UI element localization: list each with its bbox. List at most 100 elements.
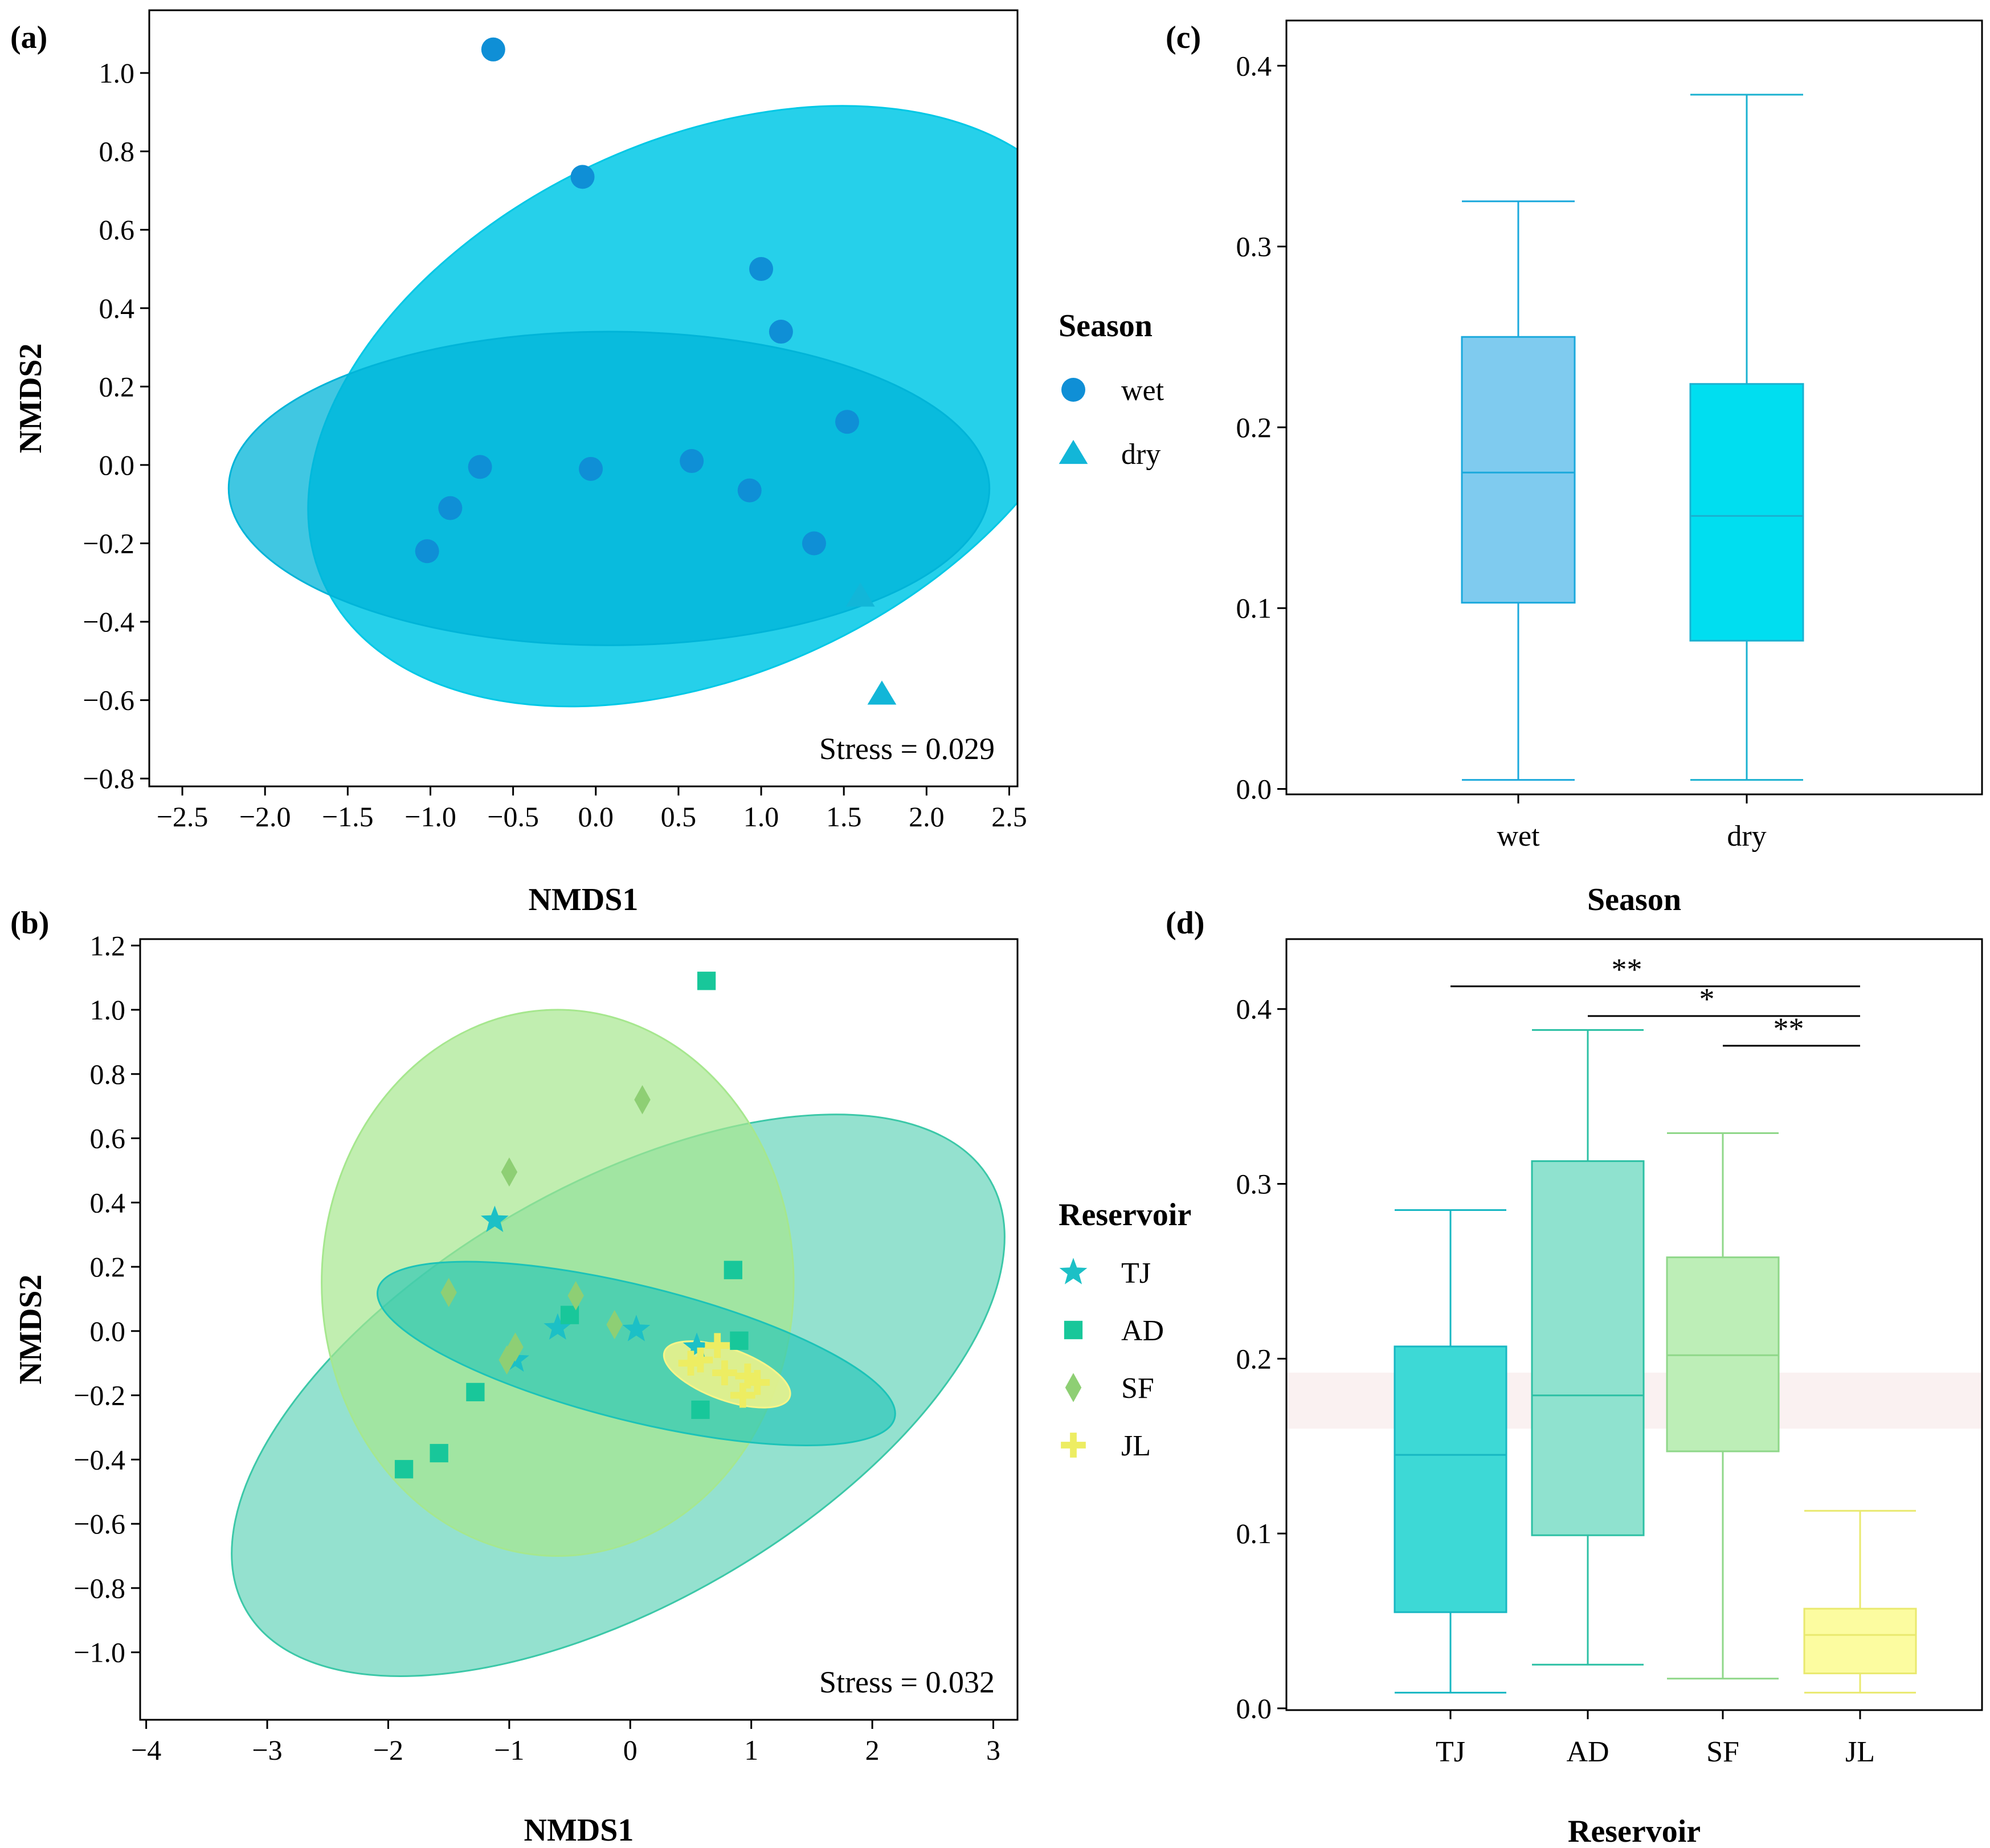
x-tick-label-ad: AD: [1566, 1736, 1609, 1768]
x-tick-label-sf: SF: [1706, 1736, 1739, 1768]
x-tick-label: 2.0: [909, 801, 945, 833]
box-iqr: [1666, 1256, 1780, 1453]
y-tick-label: −0.6: [83, 684, 134, 716]
box-iqr: [1803, 1608, 1917, 1675]
box-iqr: [1394, 1345, 1507, 1613]
x-tick-label-wet: wet: [1497, 820, 1540, 852]
y-tick-label: 0.6: [99, 214, 135, 246]
panel-label: (c): [1166, 20, 1201, 55]
legend-label-sf: SF: [1121, 1372, 1154, 1405]
point-ad: [724, 1260, 742, 1279]
point-wet: [737, 478, 762, 503]
y-tick-label: 0.2: [1236, 1343, 1272, 1374]
y-tick-label: −0.8: [83, 762, 134, 794]
y-axis-title: NMDS2: [13, 344, 48, 454]
point-ad: [430, 1443, 448, 1463]
y-tick-label: −0.2: [73, 1380, 125, 1412]
point-dry: [845, 582, 875, 607]
x-tick-label: −2: [373, 1734, 403, 1766]
y-tick-label: 0.8: [90, 1058, 126, 1090]
legend-marker-sf: [1065, 1373, 1082, 1402]
point-tj: [683, 1332, 711, 1359]
x-axis-title: NMDS1: [529, 882, 639, 917]
box-wet: [1461, 200, 1576, 781]
x-tick-label: −1: [494, 1734, 524, 1766]
legend-marker-wet: [1061, 378, 1085, 402]
point-ad: [730, 1331, 749, 1350]
plot-area: [227, 37, 1018, 708]
box-iqr: [1531, 1160, 1645, 1536]
plot-frame: [1285, 938, 1983, 1711]
point-sf: [567, 1281, 584, 1311]
y-tick-label: 0.4: [1236, 50, 1272, 81]
plot-area: [231, 972, 1006, 1677]
y-tick-label: 0.1: [1236, 1517, 1272, 1549]
point-wet: [769, 320, 793, 344]
panel-d: 0.00.10.20.30.4TJ AD SF JL*****Reservoir(d): [1166, 905, 1983, 1848]
plot-frame: [139, 938, 1019, 1721]
legend-label-ad: AD: [1121, 1315, 1164, 1347]
y-tick-label: −0.2: [83, 528, 134, 560]
y-tick-label: 0.0: [1236, 773, 1272, 805]
y-tick-label: 0.6: [90, 1123, 126, 1155]
point-sf: [498, 1345, 515, 1375]
point-dry: [867, 680, 897, 705]
y-axis-title: NMDS2: [13, 1275, 48, 1385]
x-axis-title: Season: [1587, 882, 1681, 917]
point-jl: [735, 1363, 761, 1389]
point-tj: [544, 1313, 572, 1340]
panel-a: −2.5 −2.0 −1.5 −1.0 −0.5 0.0 0.5 1.0 1.5 2.0 2.5 −0…: [10, 9, 1164, 917]
x-tick-label: −1.5: [322, 801, 374, 833]
point-tj: [622, 1315, 651, 1341]
y-tick-label: −0.4: [83, 606, 134, 638]
y-tick-label: −1.0: [73, 1637, 125, 1668]
legend-marker-dry: [1059, 439, 1088, 464]
point-ad: [697, 972, 716, 990]
confidence-ellipse-wet: [227, 331, 991, 646]
point-sf: [634, 1085, 651, 1115]
x-tick-label: −3: [252, 1734, 282, 1766]
box-dry: [1689, 93, 1804, 781]
y-tick-label: 0.3: [1236, 1168, 1272, 1200]
y-tick-label: 1.0: [99, 57, 135, 89]
y-tick-label: 0.4: [1236, 993, 1272, 1025]
y-tick-label: 0.2: [90, 1251, 126, 1283]
x-tick-label: 2.5: [991, 801, 1027, 833]
y-tick-label: 0.0: [99, 449, 135, 481]
point-wet: [570, 165, 595, 189]
y-tick-label: 0.2: [99, 370, 135, 402]
x-axis-title: Reservoir: [1568, 1814, 1701, 1848]
y-tick-label: 0.0: [90, 1315, 126, 1347]
point-ad: [466, 1382, 485, 1402]
panel-b: −4 −3 −2 −1 0 1 2 3 −1.0 −0.8 −0.6 −0.4 −0.2 0.0 0.2 0.…: [10, 905, 1191, 1848]
point-jl: [688, 1347, 713, 1373]
x-tick-label-dry: dry: [1727, 820, 1766, 852]
y-tick-label: 0.4: [99, 292, 135, 324]
x-tick-label: 1.0: [743, 801, 779, 833]
legend-title: Reservoir: [1059, 1197, 1191, 1233]
x-tick-label: 3: [986, 1734, 1000, 1766]
y-tick-label: 0.2: [1236, 411, 1272, 443]
y-tick-label: −0.6: [73, 1508, 125, 1540]
y-tick-label: 0.3: [1236, 231, 1272, 263]
y-tick-label: 1.0: [90, 994, 126, 1026]
significance-label: *: [1699, 982, 1715, 1016]
legend-label-dry: dry: [1121, 438, 1161, 471]
point-jl: [745, 1370, 770, 1395]
point-ad: [394, 1460, 414, 1479]
y-tick-label: −0.8: [73, 1572, 125, 1604]
legend-marker-ad: [1064, 1320, 1083, 1340]
point-sf: [606, 1309, 623, 1340]
significance-label: **: [1612, 952, 1642, 986]
plot-frame: [148, 9, 1019, 788]
box-jl: [1803, 1510, 1917, 1694]
x-tick-label: 1.5: [826, 801, 862, 833]
y-tick-label: 0.0: [1236, 1692, 1272, 1724]
legend-marker-tj: [1059, 1258, 1088, 1284]
panel-label: (d): [1166, 905, 1204, 941]
x-tick-label: 0.5: [661, 801, 697, 833]
x-tick-label: −2.0: [239, 801, 291, 833]
point-wet: [481, 37, 505, 62]
point-ad: [691, 1400, 710, 1419]
x-tick-label: 1: [744, 1734, 758, 1766]
